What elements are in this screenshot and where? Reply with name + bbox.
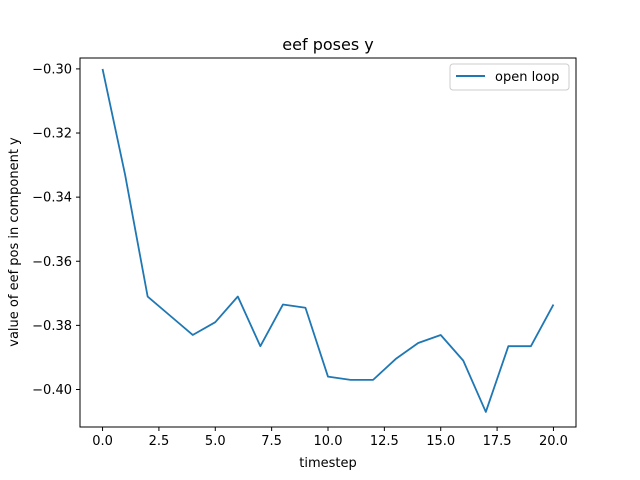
x-tick-label: 2.5 [149, 434, 170, 449]
plot-area [101, 68, 555, 413]
x-axis-ticks: 0.0 2.5 5.0 7.5 10.0 12.5 15.0 17.5 20.0 [92, 427, 568, 449]
x-tick-label: 20.0 [539, 434, 568, 449]
y-tick-label: −0.30 [32, 62, 72, 77]
x-tick-label: 7.5 [261, 434, 282, 449]
legend-box [449, 63, 570, 91]
chart-title: eef poses y [282, 35, 373, 54]
y-tick-label: −0.34 [32, 191, 72, 206]
y-tick-label: −0.32 [32, 127, 72, 142]
x-tick-label: 10.0 [314, 434, 343, 449]
legend: open loop [449, 63, 570, 91]
y-tick-label: −0.38 [32, 319, 72, 334]
y-axis-ticks: −0.30 −0.32 −0.34 −0.36 −0.38 −0.40 [32, 62, 80, 398]
x-tick-label: 0.0 [92, 434, 113, 449]
x-axis-label: timestep [299, 456, 357, 471]
y-axis-label: value of eef pos in component y [7, 137, 22, 347]
y-tick-label: −0.36 [32, 255, 72, 270]
y-tick-label: −0.40 [32, 383, 72, 398]
x-tick-label: 15.0 [426, 434, 455, 449]
legend-label-open-loop: open loop [495, 70, 559, 85]
x-tick-label: 12.5 [370, 434, 399, 449]
x-tick-label: 17.5 [483, 434, 512, 449]
x-tick-label: 5.0 [205, 434, 226, 449]
